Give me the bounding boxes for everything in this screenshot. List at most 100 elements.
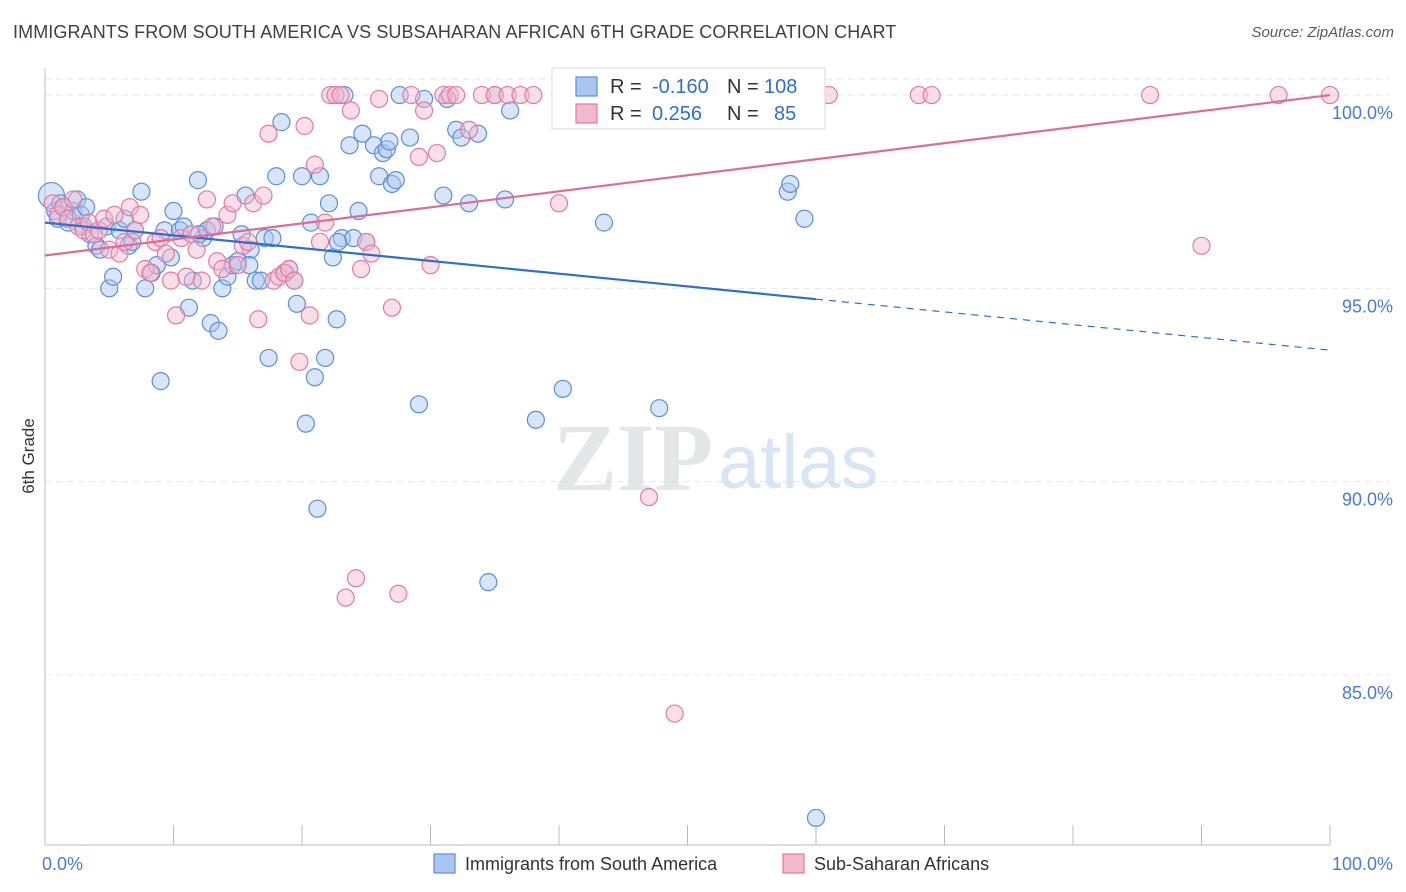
point-south-america [292, 167, 312, 186]
point-subsaharan-africans [485, 85, 504, 105]
stats-n-label-blue: N = [727, 76, 759, 98]
point-south-america [327, 310, 346, 329]
point-subsaharan-africans [447, 85, 466, 105]
point-subsaharan-africans [440, 85, 459, 105]
point-south-america [553, 379, 572, 398]
watermark-atlas: atlas [718, 420, 879, 505]
point-south-america [501, 101, 520, 120]
point-subsaharan-africans [459, 120, 479, 139]
stats-swatch-blue [575, 76, 598, 97]
point-south-america [267, 167, 286, 186]
point-subsaharan-africans [346, 569, 366, 588]
point-south-america [353, 124, 372, 143]
point-subsaharan-africans [331, 85, 350, 105]
point-subsaharan-africans [213, 259, 232, 279]
point-south-america [259, 348, 278, 368]
point-south-america [328, 232, 348, 252]
point-subsaharan-africans [100, 240, 119, 259]
point-south-america [806, 808, 826, 828]
x-axis-ticks [44, 825, 1331, 845]
point-south-america [136, 279, 155, 298]
source-credit: Source: ZipAtlas.com [1251, 24, 1394, 41]
point-subsaharan-africans [402, 85, 421, 105]
point-south-america [263, 228, 282, 248]
point-subsaharan-africans [259, 124, 278, 143]
legend-label-blue: Immigrants from South America [465, 854, 718, 874]
point-subsaharan-africans [290, 352, 309, 371]
point-subsaharan-africans [421, 256, 440, 275]
point-subsaharan-africans [105, 205, 124, 224]
point-south-america [308, 499, 327, 518]
point-subsaharan-africans [434, 85, 453, 105]
point-subsaharan-africans [1140, 85, 1160, 105]
point-subsaharan-africans [341, 101, 360, 120]
trend-lines [44, 93, 1331, 351]
point-subsaharan-africans [197, 190, 217, 209]
point-south-america [400, 128, 420, 147]
point-subsaharan-africans [1269, 85, 1288, 105]
trend-line-south-america-projected [815, 298, 1331, 351]
point-subsaharan-africans [202, 217, 222, 236]
point-subsaharan-africans [166, 306, 186, 325]
y-axis-title: 6th Grade [19, 418, 38, 494]
stats-r-label-blue: R = [610, 76, 642, 98]
point-south-america [526, 410, 545, 429]
grid-lines [45, 78, 1390, 676]
stats-swatch-pink [575, 103, 598, 124]
point-subsaharan-africans [280, 259, 299, 279]
point-subsaharan-africans [110, 244, 129, 263]
point-south-america [386, 171, 405, 190]
stats-r-label-pink: R = [610, 103, 642, 125]
point-subsaharan-africans [1192, 236, 1211, 255]
y-tick-label-85: 85.0% [1342, 683, 1393, 703]
point-south-america [201, 314, 220, 333]
legend: Immigrants from South America Sub-Sahara… [433, 853, 989, 874]
point-south-america [781, 174, 800, 194]
point-subsaharan-africans [192, 271, 211, 290]
point-south-america [305, 368, 324, 387]
point-subsaharan-africans [187, 240, 206, 259]
point-subsaharan-africans [305, 155, 324, 174]
stats-box: R = -0.160 N = 108 R = 0.256 N = 85 [551, 67, 826, 130]
point-subsaharan-africans [156, 244, 175, 263]
point-subsaharan-africans [223, 194, 242, 213]
stats-n-value-pink: 85 [774, 103, 796, 125]
stats-r-value-blue: -0.160 [652, 76, 709, 98]
legend-swatch-blue [433, 853, 456, 874]
point-south-america [188, 171, 208, 190]
point-south-america [287, 294, 306, 313]
point-subsaharan-africans [321, 85, 340, 105]
point-south-america [296, 414, 315, 433]
point-subsaharan-africans [511, 85, 530, 105]
point-subsaharan-africans [922, 85, 941, 105]
point-south-america [209, 321, 228, 340]
point-south-america [272, 113, 291, 132]
point-subsaharan-africans [130, 205, 150, 224]
point-subsaharan-africans [95, 209, 114, 228]
point-subsaharan-africans [549, 194, 569, 213]
legend-label-pink: Sub-Saharan Africans [814, 854, 989, 874]
trend-line-south-america [44, 221, 817, 301]
stats-r-value-pink: 0.256 [652, 103, 702, 125]
stats-n-label-pink: N = [727, 103, 759, 125]
point-subsaharan-africans [182, 225, 201, 244]
point-south-america [164, 201, 183, 221]
point-subsaharan-africans [151, 228, 170, 248]
point-subsaharan-africans [300, 306, 319, 325]
watermark-zip: ZIP [553, 404, 713, 511]
y-axis-tick-labels: 85.0% 90.0% 95.0% 100.0% [1332, 103, 1393, 703]
watermark: ZIP atlas [553, 404, 879, 511]
x-tick-label-min: 0.0% [42, 854, 83, 874]
point-subsaharan-africans [427, 143, 447, 163]
point-south-america [100, 279, 119, 298]
legend-swatch-pink [782, 853, 805, 874]
point-south-america [434, 186, 453, 205]
point-south-america [213, 279, 232, 298]
axes [44, 68, 1331, 846]
point-subsaharan-africans [524, 85, 543, 105]
point-south-america [132, 182, 151, 201]
stats-n-value-blue: 108 [764, 76, 797, 98]
point-subsaharan-africans [254, 186, 273, 205]
point-south-america [151, 372, 170, 391]
point-subsaharan-africans [370, 89, 389, 109]
